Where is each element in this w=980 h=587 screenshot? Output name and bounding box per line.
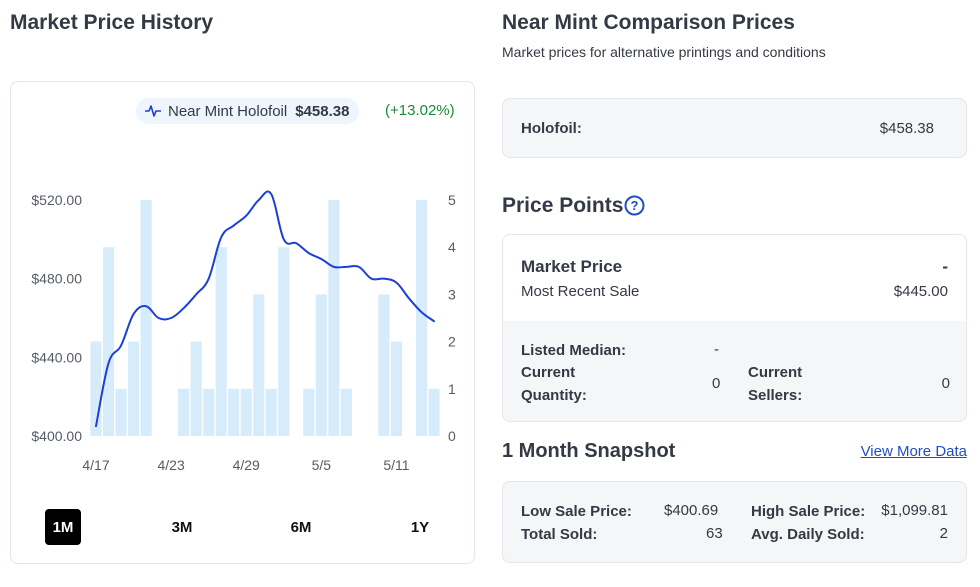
volume-bar (378, 294, 390, 436)
y-axis-left-tick: $520.00 (31, 192, 82, 208)
x-axis-tick: 4/29 (233, 457, 260, 473)
x-axis-tick: 4/23 (157, 457, 184, 473)
holofoil-value: $458.38 (879, 120, 934, 137)
comparison-subtitle: Market prices for alternative printings … (502, 44, 826, 60)
current-quantity-label-line1: Current (521, 364, 576, 381)
current-sellers-label-line1: Current (748, 364, 803, 381)
volume-bar (303, 388, 315, 436)
volume-bar (115, 388, 127, 436)
volume-bar (328, 200, 340, 436)
market-price-history-title: Market Price History (10, 11, 214, 34)
range-button-3m[interactable]: 3M (171, 518, 193, 536)
y-axis-right-tick: 3 (448, 286, 456, 302)
volume-bar (190, 341, 202, 436)
volume-bar (340, 388, 352, 436)
market-price-label: Market Price (521, 257, 623, 276)
range-button-1m[interactable]: 1M (45, 509, 81, 545)
low-sale-price-value: $400.69 (664, 502, 719, 519)
volume-bar (140, 200, 152, 436)
comparison-title: Near Mint Comparison Prices (502, 11, 795, 34)
holofoil-comparison-card: Holofoil: $458.38 (502, 98, 967, 158)
holofoil-label: Holofoil: (521, 120, 582, 137)
high-sale-price-label: High Sale Price: (751, 503, 866, 520)
volume-bar (428, 388, 440, 436)
y-axis-right-tick: 1 (448, 381, 456, 397)
high-sale-price-value: $1,099.81 (881, 502, 948, 519)
question-circle-icon[interactable]: ? (624, 195, 645, 221)
volume-bar (240, 388, 252, 436)
chart-legend[interactable]: Near Mint Holofoil $458.38 (136, 98, 360, 124)
most-recent-sale-value: $445.00 (893, 283, 948, 300)
y-axis-right-tick: 0 (448, 428, 456, 444)
legend-series-name: Near Mint Holofoil (168, 102, 288, 120)
current-sellers-label-line2: Sellers: (748, 387, 803, 404)
price-history-card (10, 81, 475, 564)
x-axis-tick: 5/5 (312, 457, 332, 473)
view-more-data-link[interactable]: View More Data (860, 443, 967, 460)
current-quantity-value: 0 (712, 375, 721, 392)
volume-bar (178, 388, 190, 436)
avg-daily-sold-value: 2 (939, 525, 948, 542)
x-axis-tick: 5/11 (383, 457, 409, 473)
price-change-percent: (+13.02%) (385, 102, 455, 119)
line-chart-icon (144, 104, 162, 118)
current-sellers-value: 0 (941, 375, 950, 392)
volume-bar (228, 388, 240, 436)
y-axis-left-tick: $400.00 (31, 428, 82, 444)
x-axis-tick: 4/17 (82, 457, 109, 473)
y-axis-right-tick: 5 (448, 192, 456, 208)
low-sale-price-label: Low Sale Price: (521, 503, 632, 520)
y-axis-left-tick: $440.00 (31, 349, 82, 365)
price-points-title: Price Points (502, 194, 624, 217)
price-points-card: Market Price - Most Recent Sale $445.00 … (502, 234, 967, 422)
legend-series-price: $458.38 (295, 102, 350, 120)
price-history-chart: $400.00 $440.00 $480.00 $520.00 0 1 2 3 4 5 4/17… (31, 190, 456, 473)
listing-details-section: Listed Median: - Current Quantity: 0 Cur… (503, 321, 966, 421)
listed-median-value: - (714, 341, 719, 358)
volume-bar (127, 341, 140, 436)
volume-bar (390, 341, 403, 436)
total-sold-value: 63 (706, 525, 723, 542)
current-quantity-label-line2: Quantity: (521, 387, 587, 404)
listed-median-label: Listed Median: (521, 342, 627, 359)
y-axis-right-tick: 2 (448, 334, 456, 350)
snapshot-title: 1 Month Snapshot (502, 440, 676, 462)
price-line (95, 190, 435, 428)
volume-bar (102, 247, 115, 436)
most-recent-sale-label: Most Recent Sale (521, 283, 640, 300)
volume-bar (265, 388, 277, 436)
svg-text:?: ? (631, 198, 639, 213)
volume-bar (415, 200, 428, 436)
avg-daily-sold-label: Avg. Daily Sold: (751, 526, 865, 543)
y-axis-right-tick: 4 (448, 239, 456, 255)
y-axis-left-tick: $480.00 (31, 271, 82, 287)
volume-bar (315, 294, 327, 436)
volume-bar (215, 247, 227, 436)
volume-bar (90, 341, 102, 436)
snapshot-card: Low Sale Price: $400.69 High Sale Price:… (502, 481, 967, 563)
volume-bar (203, 388, 215, 436)
total-sold-label: Total Sold: (521, 526, 598, 543)
market-price-value: - (942, 257, 948, 276)
volume-bar (278, 247, 290, 436)
volume-bar (253, 294, 265, 436)
range-button-6m[interactable]: 6M (290, 518, 312, 536)
range-button-1y[interactable]: 1Y (410, 518, 430, 536)
